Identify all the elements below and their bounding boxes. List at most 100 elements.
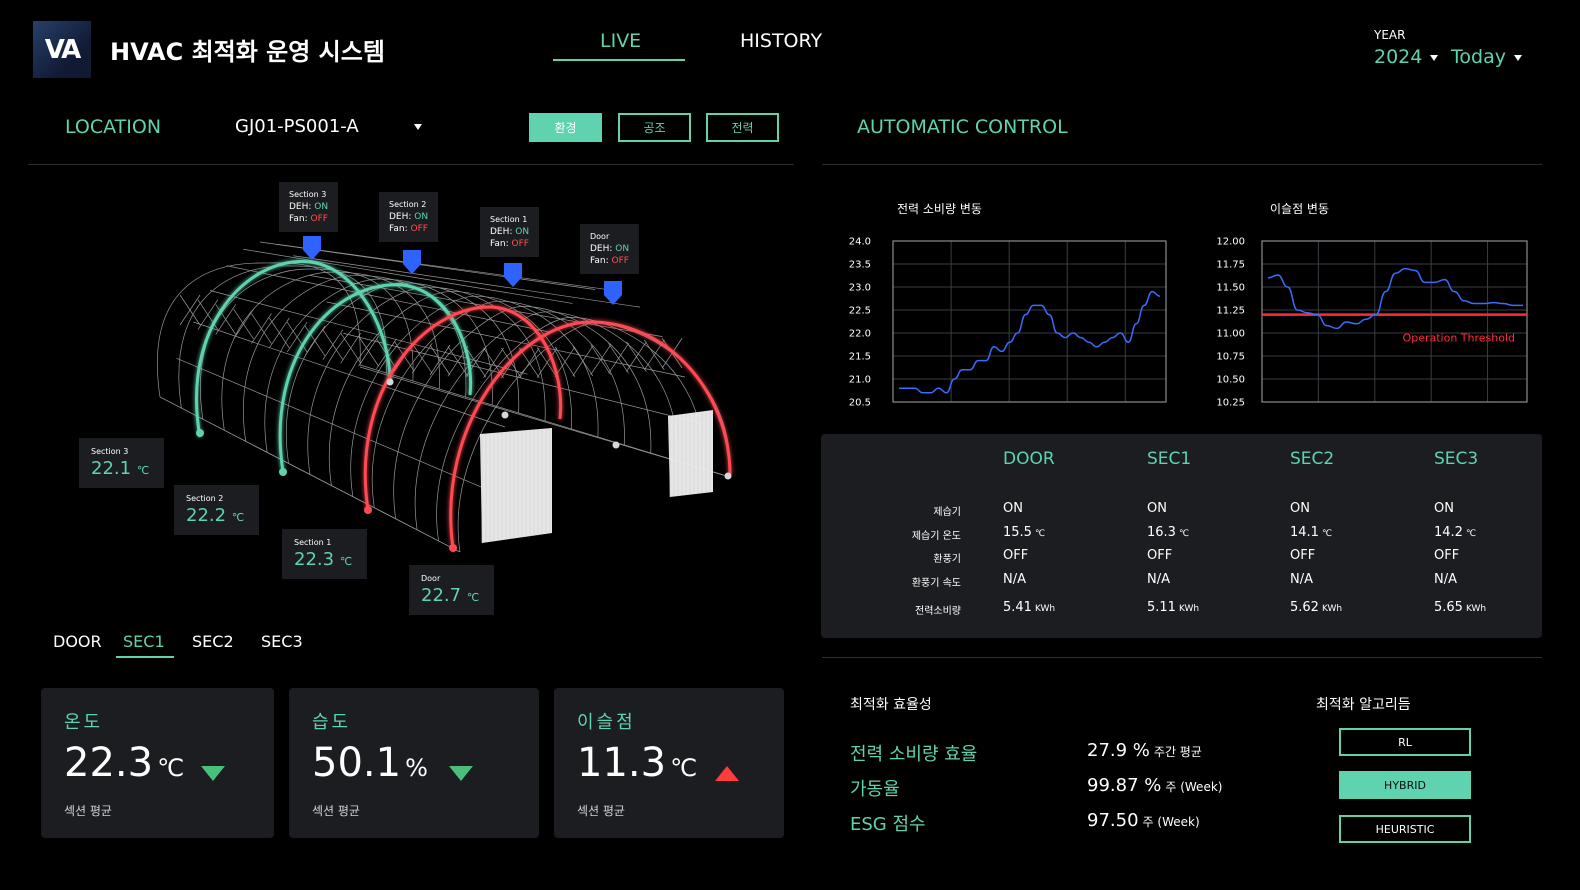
y-tick-label: 21.0 — [849, 375, 871, 386]
location-select[interactable]: GJ01-PS001-A — [235, 116, 359, 137]
deh-label: DEH: — [289, 202, 312, 212]
table-cell: OFF — [1003, 548, 1028, 563]
card-footer: 섹션 평균 — [312, 804, 360, 818]
algorithm-rl-button[interactable]: RL — [1339, 728, 1471, 756]
trend-up-icon — [715, 766, 739, 781]
arch-section-1 — [363, 305, 563, 511]
temp-box-section-2[interactable]: Section 2 22.2 ℃ — [174, 485, 259, 535]
temp-box-section-1[interactable]: Section 1 22.3 ℃ — [282, 529, 367, 579]
card-caption: 이슬점 — [577, 712, 636, 733]
tooltip-title: Section 1 — [490, 215, 528, 224]
card-unit: % — [405, 754, 428, 782]
column-header: DOOR — [1003, 449, 1055, 469]
status-table-panel — [821, 434, 1542, 638]
y-tick-label: 10.25 — [1216, 398, 1245, 409]
column-header: SEC2 — [1290, 449, 1335, 469]
y-tick-label: 20.5 — [849, 398, 871, 409]
cell-value: 5.65 — [1434, 600, 1463, 615]
cell-value: OFF — [1434, 548, 1460, 563]
chip-environment[interactable]: 환경 — [529, 113, 602, 142]
tab-sec3[interactable]: SEC3 — [261, 632, 303, 651]
temp-value: 22.3 — [294, 549, 335, 570]
cell-unit: KWh — [1034, 604, 1056, 614]
tab-sec1-indicator — [116, 656, 174, 658]
temp-box-section-3[interactable]: Section 3 22.1 ℃ — [79, 438, 164, 488]
y-tick-label: 11.00 — [1216, 329, 1245, 340]
table-cell: ON — [1147, 501, 1167, 516]
cell-value: 16.3 — [1147, 525, 1176, 540]
algorithm-hybrid-button[interactable]: HYBRID — [1339, 771, 1471, 799]
tab-live-indicator — [553, 59, 685, 61]
row-label: 전력소비량 — [915, 606, 961, 617]
fan-label: Fan: — [590, 256, 609, 266]
dew-point-chart: 12.00 11.75 11.50 11.25 11.00 10.75 10.50 10.25… — [1216, 237, 1528, 409]
period-value: Today — [1451, 46, 1506, 68]
deh-label: DEH: — [490, 227, 513, 237]
card-humidity: 습도 50.1% 섹션 평균 — [289, 688, 539, 838]
cell-unit: ℃ — [1178, 529, 1190, 539]
y-tick-label: 11.25 — [1216, 306, 1245, 317]
cell-value: 5.62 — [1290, 600, 1319, 615]
temp-unit: ℃ — [231, 511, 245, 524]
cell-value: N/A — [1434, 572, 1457, 587]
temp-unit: ℃ — [136, 464, 150, 477]
table-cell: N/A — [1434, 572, 1457, 587]
cell-value: ON — [1003, 501, 1023, 516]
fan-status: OFF — [310, 214, 328, 224]
arch-door — [449, 320, 732, 549]
card-caption: 온도 — [64, 712, 104, 733]
y-tick-label: 11.75 — [1216, 260, 1245, 271]
row-label: 환풍기 속도 — [911, 578, 961, 589]
arch-section-3 — [195, 260, 392, 438]
table-cell: N/A — [1003, 572, 1026, 587]
greenhouse-3d-model — [157, 241, 732, 553]
deh-status: ON — [515, 227, 530, 237]
metric-note: 주간 평균 — [1153, 745, 1202, 759]
tab-sec2[interactable]: SEC2 — [192, 632, 234, 651]
metric-value: 27.9 % — [1087, 740, 1150, 761]
cell-unit: ℃ — [1321, 529, 1333, 539]
y-tick-label: 24.0 — [849, 237, 871, 248]
column-header: SEC3 — [1434, 449, 1479, 469]
marker-arrow-icon — [403, 250, 421, 274]
y-tick-label: 10.75 — [1216, 352, 1245, 363]
row-label: 제습기 — [933, 507, 961, 518]
temp-box-label: Section 3 — [91, 447, 129, 456]
period-select[interactable]: Today — [1451, 46, 1522, 68]
trend-down-icon — [449, 766, 473, 781]
table-cell: N/A — [1290, 572, 1313, 587]
tab-sec1[interactable]: SEC1 — [123, 632, 165, 651]
y-tick-label: 22.5 — [849, 306, 871, 317]
algorithm-title: 최적화 알고리듬 — [1316, 697, 1411, 713]
algorithm-heuristic-button[interactable]: HEURISTIC — [1339, 815, 1471, 843]
temp-box-door[interactable]: Door 22.7 ℃ — [409, 565, 494, 615]
deh-status: ON — [314, 202, 329, 212]
metric-value-power-efficiency: 27.9 % 주간 평균 — [1087, 740, 1202, 761]
chip-power[interactable]: 전력 — [706, 113, 779, 142]
threshold-label: Operation Threshold — [1403, 332, 1515, 345]
chip-air-conditioning[interactable]: 공조 — [618, 113, 691, 142]
tooltip-door: Door DEH: ON Fan: OFF — [580, 224, 640, 274]
metric-value: 99.87 % — [1087, 775, 1162, 796]
tab-door[interactable]: DOOR — [53, 632, 102, 651]
tab-live[interactable]: LIVE — [600, 30, 642, 52]
cell-unit: ℃ — [1465, 529, 1477, 539]
chevron-down-icon[interactable] — [414, 124, 422, 130]
metric-value: 97.50 — [1087, 810, 1139, 831]
right-divider-2 — [822, 657, 1542, 658]
year-select[interactable]: 2024 — [1374, 46, 1439, 68]
series-line — [899, 290, 1161, 394]
fan-label: Fan: — [289, 214, 308, 224]
cell-value: 5.11 — [1147, 600, 1176, 615]
table-cell: 5.62 KWh — [1290, 600, 1342, 615]
card-value: 50.1 — [312, 740, 402, 786]
card-footer: 섹션 평균 — [577, 804, 625, 818]
temp-value: 22.2 — [186, 505, 227, 526]
cell-value: 5.41 — [1003, 600, 1032, 615]
chevron-down-icon — [1430, 54, 1439, 61]
metric-label-esg: ESG 점수 — [850, 814, 926, 835]
dew-chart-title: 이슬점 변동 — [1270, 202, 1330, 216]
tooltip-title: Section 3 — [289, 190, 327, 199]
tab-history[interactable]: HISTORY — [740, 30, 823, 52]
cell-value: N/A — [1290, 572, 1313, 587]
